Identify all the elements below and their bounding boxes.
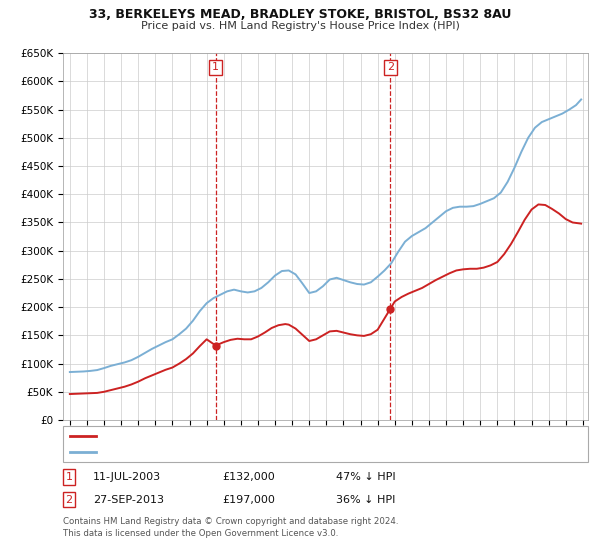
Text: HPI: Average price, detached house, South Gloucestershire: HPI: Average price, detached house, Sout…	[100, 447, 389, 457]
Text: 33, BERKELEYS MEAD, BRADLEY STOKE, BRISTOL, BS32 8AU (detached house): 33, BERKELEYS MEAD, BRADLEY STOKE, BRIST…	[100, 431, 484, 441]
Text: 27-SEP-2013: 27-SEP-2013	[93, 494, 164, 505]
Text: 1: 1	[65, 472, 73, 482]
Text: Price paid vs. HM Land Registry's House Price Index (HPI): Price paid vs. HM Land Registry's House …	[140, 21, 460, 31]
Text: This data is licensed under the Open Government Licence v3.0.: This data is licensed under the Open Gov…	[63, 529, 338, 538]
Text: 1: 1	[212, 62, 219, 72]
Text: 47% ↓ HPI: 47% ↓ HPI	[336, 472, 395, 482]
Text: Contains HM Land Registry data © Crown copyright and database right 2024.: Contains HM Land Registry data © Crown c…	[63, 517, 398, 526]
Text: 2: 2	[65, 494, 73, 505]
Text: 33, BERKELEYS MEAD, BRADLEY STOKE, BRISTOL, BS32 8AU: 33, BERKELEYS MEAD, BRADLEY STOKE, BRIST…	[89, 8, 511, 21]
Text: 2: 2	[387, 62, 394, 72]
Text: £197,000: £197,000	[222, 494, 275, 505]
Text: £132,000: £132,000	[222, 472, 275, 482]
Text: 11-JUL-2003: 11-JUL-2003	[93, 472, 161, 482]
Text: 36% ↓ HPI: 36% ↓ HPI	[336, 494, 395, 505]
